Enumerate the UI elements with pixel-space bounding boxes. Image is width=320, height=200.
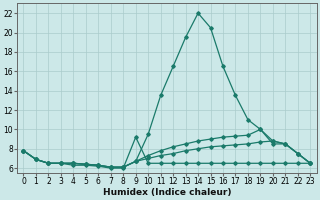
- X-axis label: Humidex (Indice chaleur): Humidex (Indice chaleur): [103, 188, 231, 197]
